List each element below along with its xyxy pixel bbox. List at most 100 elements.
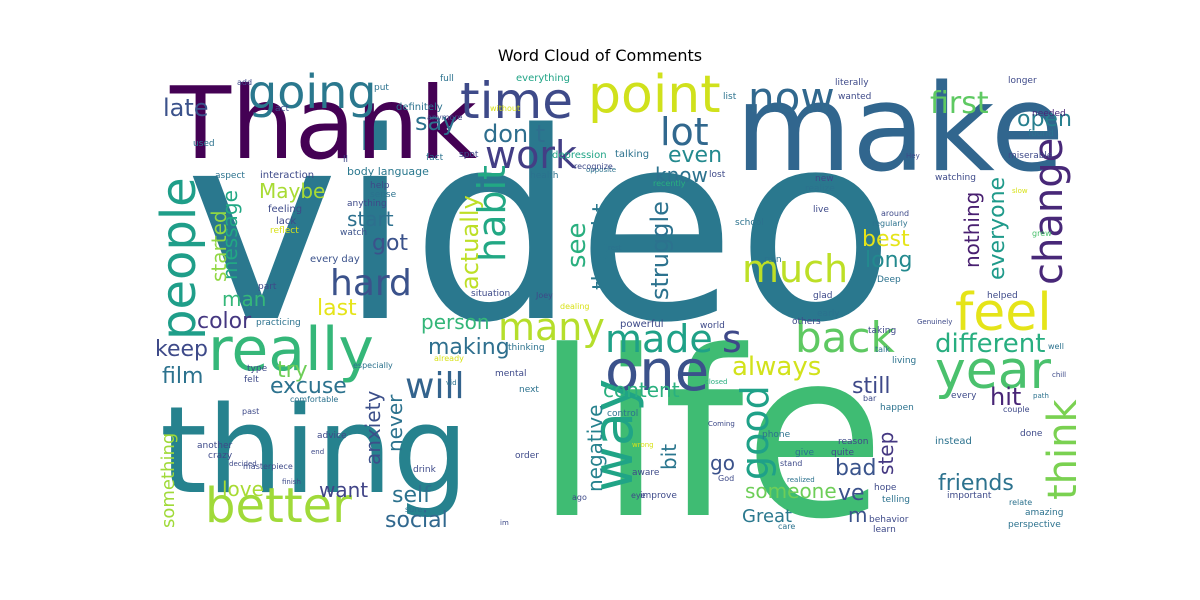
word-ll: ll [343, 155, 348, 165]
word-coming: Coming [708, 420, 735, 428]
word-thinking: thinking [508, 343, 545, 353]
word-talking: talking [615, 149, 649, 160]
word-got: got [372, 231, 408, 256]
word-better: better [205, 478, 352, 534]
word-literally: literally [835, 78, 869, 88]
word-reason: reason [838, 437, 868, 447]
word-person: person [421, 310, 490, 334]
word-love: love [222, 477, 264, 501]
word-well: well [1048, 342, 1064, 351]
word-hard: hard [330, 263, 412, 304]
word-lost: lost [709, 170, 726, 180]
word-step: step [874, 432, 898, 475]
word-going: going [248, 65, 376, 119]
word-reflect: reflect [270, 226, 299, 236]
word-make: make [735, 60, 1064, 199]
word-negative: negative [583, 405, 607, 492]
word-thank: Thank [169, 65, 477, 182]
word-path: path [1033, 392, 1049, 400]
word-masterpiece: masterpiece [243, 462, 293, 471]
word-sense: sense [370, 190, 397, 200]
word-struggle: struggle [646, 201, 674, 300]
word-really: really [208, 315, 374, 385]
word-every-day: every day [310, 254, 360, 265]
word-much: much [742, 247, 848, 291]
word-everything: everything [516, 73, 570, 84]
word-part: part [258, 282, 277, 292]
word-order: order [515, 451, 539, 461]
word-anymore: anymore [427, 113, 463, 122]
word-ve: ve [838, 481, 865, 506]
word-care: care [778, 522, 795, 531]
word-taking: taking [868, 326, 896, 336]
word-thing: thing [160, 382, 469, 521]
word-keep: keep [155, 337, 208, 362]
word-bit: bit [657, 444, 681, 470]
word-start: start [347, 207, 394, 231]
word-lack: lack [276, 216, 296, 227]
word-think: think [1040, 399, 1086, 501]
word-type: type [247, 364, 268, 374]
word-learn: learn [873, 525, 896, 535]
word-grew: grew [1032, 229, 1052, 238]
word-live: live [813, 205, 829, 215]
word-someone: someone [745, 479, 837, 503]
word-needed: needed [1032, 109, 1066, 119]
word-couple: couple [1003, 405, 1030, 414]
word-joey: Joey [535, 291, 553, 300]
word-anything: anything [347, 199, 387, 209]
word-without: without [490, 104, 520, 113]
word-content: content [603, 378, 680, 402]
word-helped: helped [987, 291, 1018, 301]
word-aware: aware [632, 468, 660, 478]
word-found: found [1028, 129, 1054, 139]
word-stand: stand [780, 459, 802, 468]
word-hey: Hey [906, 152, 920, 160]
word-go: go [710, 451, 735, 475]
word-m: m [848, 503, 867, 527]
word-realized: realized [787, 476, 815, 484]
word-every: every [951, 391, 977, 401]
word-ruin: ruin [764, 255, 782, 265]
word-slow: slow [1012, 187, 1028, 195]
word-recognize: recognize [574, 162, 613, 171]
word-especially: especially [353, 361, 393, 370]
word-finish: finish [282, 478, 301, 486]
word-instead: instead [935, 436, 972, 447]
word-habit: habit [470, 165, 514, 262]
word-crazy: crazy [208, 451, 233, 461]
word-full: full [440, 74, 454, 84]
word-advice: advice [317, 431, 347, 441]
word-excuse: excuse [270, 374, 347, 399]
word-everyone: everyone [985, 177, 1010, 280]
word-open: open [1017, 107, 1072, 132]
word-add: add [237, 78, 252, 87]
word-genuinely: Genuinely [917, 318, 952, 326]
word-great: Great [742, 506, 792, 527]
word-feel: feel [955, 283, 1052, 343]
word-long: long [865, 248, 912, 273]
word-work: work [485, 133, 577, 177]
word-social: social [385, 508, 448, 533]
word-made: made [605, 317, 713, 361]
word-spot: spot [459, 150, 479, 160]
word-im: im [500, 519, 509, 527]
word-drink: drink [413, 465, 437, 475]
word-best: best [862, 227, 910, 252]
word-started: started [207, 210, 231, 282]
word-list: list [723, 92, 737, 102]
word-telling: telling [882, 495, 910, 505]
word-hit: hit [990, 383, 1021, 411]
word-people: people [151, 177, 207, 340]
word-even: even [668, 143, 722, 168]
word-deep: Deep [877, 275, 901, 285]
word-situation: situation [471, 289, 510, 299]
word-never: never [383, 394, 407, 452]
word-health: health [530, 171, 559, 181]
word-feeling: feeling [268, 204, 302, 215]
word-want: want [319, 478, 368, 502]
word-early: early [817, 309, 840, 319]
word-comfortable: comfortable [290, 395, 338, 404]
word-control: control [607, 409, 638, 419]
